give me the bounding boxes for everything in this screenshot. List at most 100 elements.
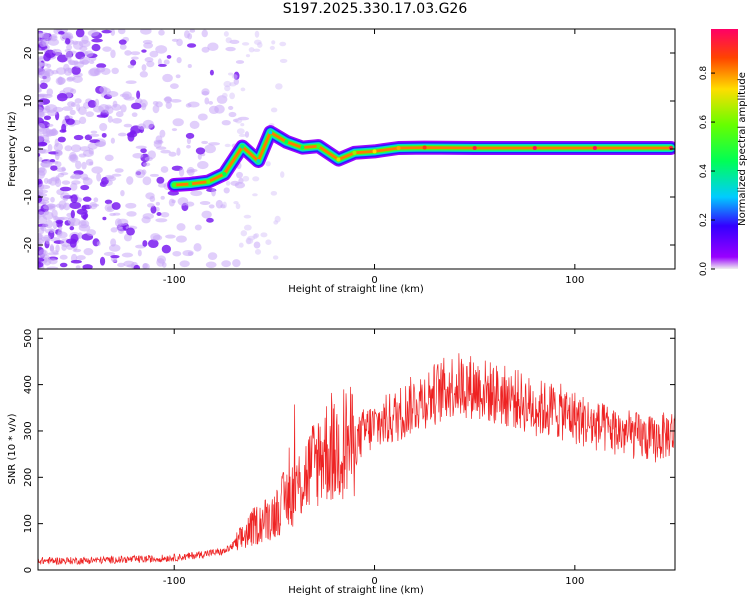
noise-blob [101,30,112,33]
noise-blob [254,241,261,248]
noise-blob [136,146,147,149]
noise-blob [141,216,150,223]
noise-blob [86,229,95,236]
noise-blob [107,176,117,181]
noise-blob [232,259,241,267]
noise-blob [105,155,114,161]
noise-blob [141,49,146,52]
noise-blob [229,93,235,100]
noise-blob [120,190,124,196]
ridge-point [300,146,304,150]
noise-blob [92,44,101,51]
noise-blob [222,120,231,125]
noise-blob [186,145,191,149]
noise-blob [135,169,145,178]
noise-blob [138,250,142,257]
colorbar-tick-label: 0.8 [699,66,709,81]
noise-blob [279,42,286,47]
noise-blob [252,176,259,181]
colorbar-gradient [711,29,738,269]
noise-blob [109,244,121,252]
noise-blob [138,123,146,130]
noise-blob [38,142,47,146]
noise-blob [224,31,229,37]
noise-blob [110,29,115,36]
ridge-point [222,172,226,176]
noise-blob [38,167,46,173]
noise-blob [111,138,115,144]
noise-blob [55,220,63,224]
noise-blob [63,64,69,72]
ridge-point [336,158,340,162]
y-tick-label: -20 [23,237,34,253]
noise-blob [280,171,284,178]
noise-blob [167,55,172,59]
x-tick-label: -100 [163,576,186,587]
y-tick-label: -10 [23,189,34,205]
noise-blob [198,114,208,121]
noise-blob [147,203,155,208]
colorbar-tick-label: 0.4 [699,164,709,179]
noise-blob [159,130,165,138]
noise-blob [76,255,86,260]
noise-blob [177,57,182,63]
noise-blob [193,243,201,251]
noise-blob [105,106,114,114]
figure: -100 0 100 -20-1001020 Height of straight … [0,0,750,600]
noise-blob [162,245,171,254]
noise-blob [187,43,196,48]
noise-blob [81,35,88,44]
colorbar-tick-label: 0.2 [699,213,709,227]
noise-blob [134,265,140,271]
noise-blob [266,161,271,166]
noise-blob [161,166,169,173]
noise-blob [271,40,275,44]
noise-blob [164,96,171,103]
colorbar-tick-label: 0.0 [699,262,709,277]
noise-blob [40,161,50,167]
noise-blob [187,33,192,39]
noise-blob [62,180,70,185]
ridge-point [352,151,356,155]
noise-blob [126,211,136,217]
noise-blob [143,162,151,166]
noise-blob [257,42,262,48]
noise-blob [70,226,75,230]
noise-blob [75,98,82,104]
noise-blob [187,167,195,176]
noise-blob [211,188,216,196]
x-tick-label: 100 [565,275,584,286]
noise-blob [68,154,77,161]
y-tick-label: 400 [23,375,34,394]
noise-blob [156,146,167,149]
noise-blob [140,27,152,34]
noise-blob [39,249,46,256]
noise-blob [120,104,126,112]
noise-blob [224,187,230,193]
noise-blob [188,64,192,68]
noise-blob [201,211,211,219]
noise-blob [88,30,99,37]
noise-blob [161,196,165,200]
noise-blob [36,47,42,51]
noise-blob [51,70,58,74]
noise-blob [74,174,81,178]
noise-blob [53,107,64,112]
noise-blob [89,161,93,165]
noise-blob [43,235,51,241]
noise-blob [214,105,225,114]
noise-blob [113,101,118,108]
noise-blob [223,81,231,87]
noise-blob [236,60,244,64]
noise-blob [50,34,57,42]
noise-blob [119,39,127,44]
noise-blob [34,68,45,76]
noise-blob [105,200,112,205]
ridge-point [172,183,176,187]
noise-blob [60,255,68,260]
noise-blob [65,38,70,44]
noise-blob [196,147,205,154]
noise-blob [142,64,147,71]
noise-blob [74,135,84,140]
noise-blob [229,112,237,117]
